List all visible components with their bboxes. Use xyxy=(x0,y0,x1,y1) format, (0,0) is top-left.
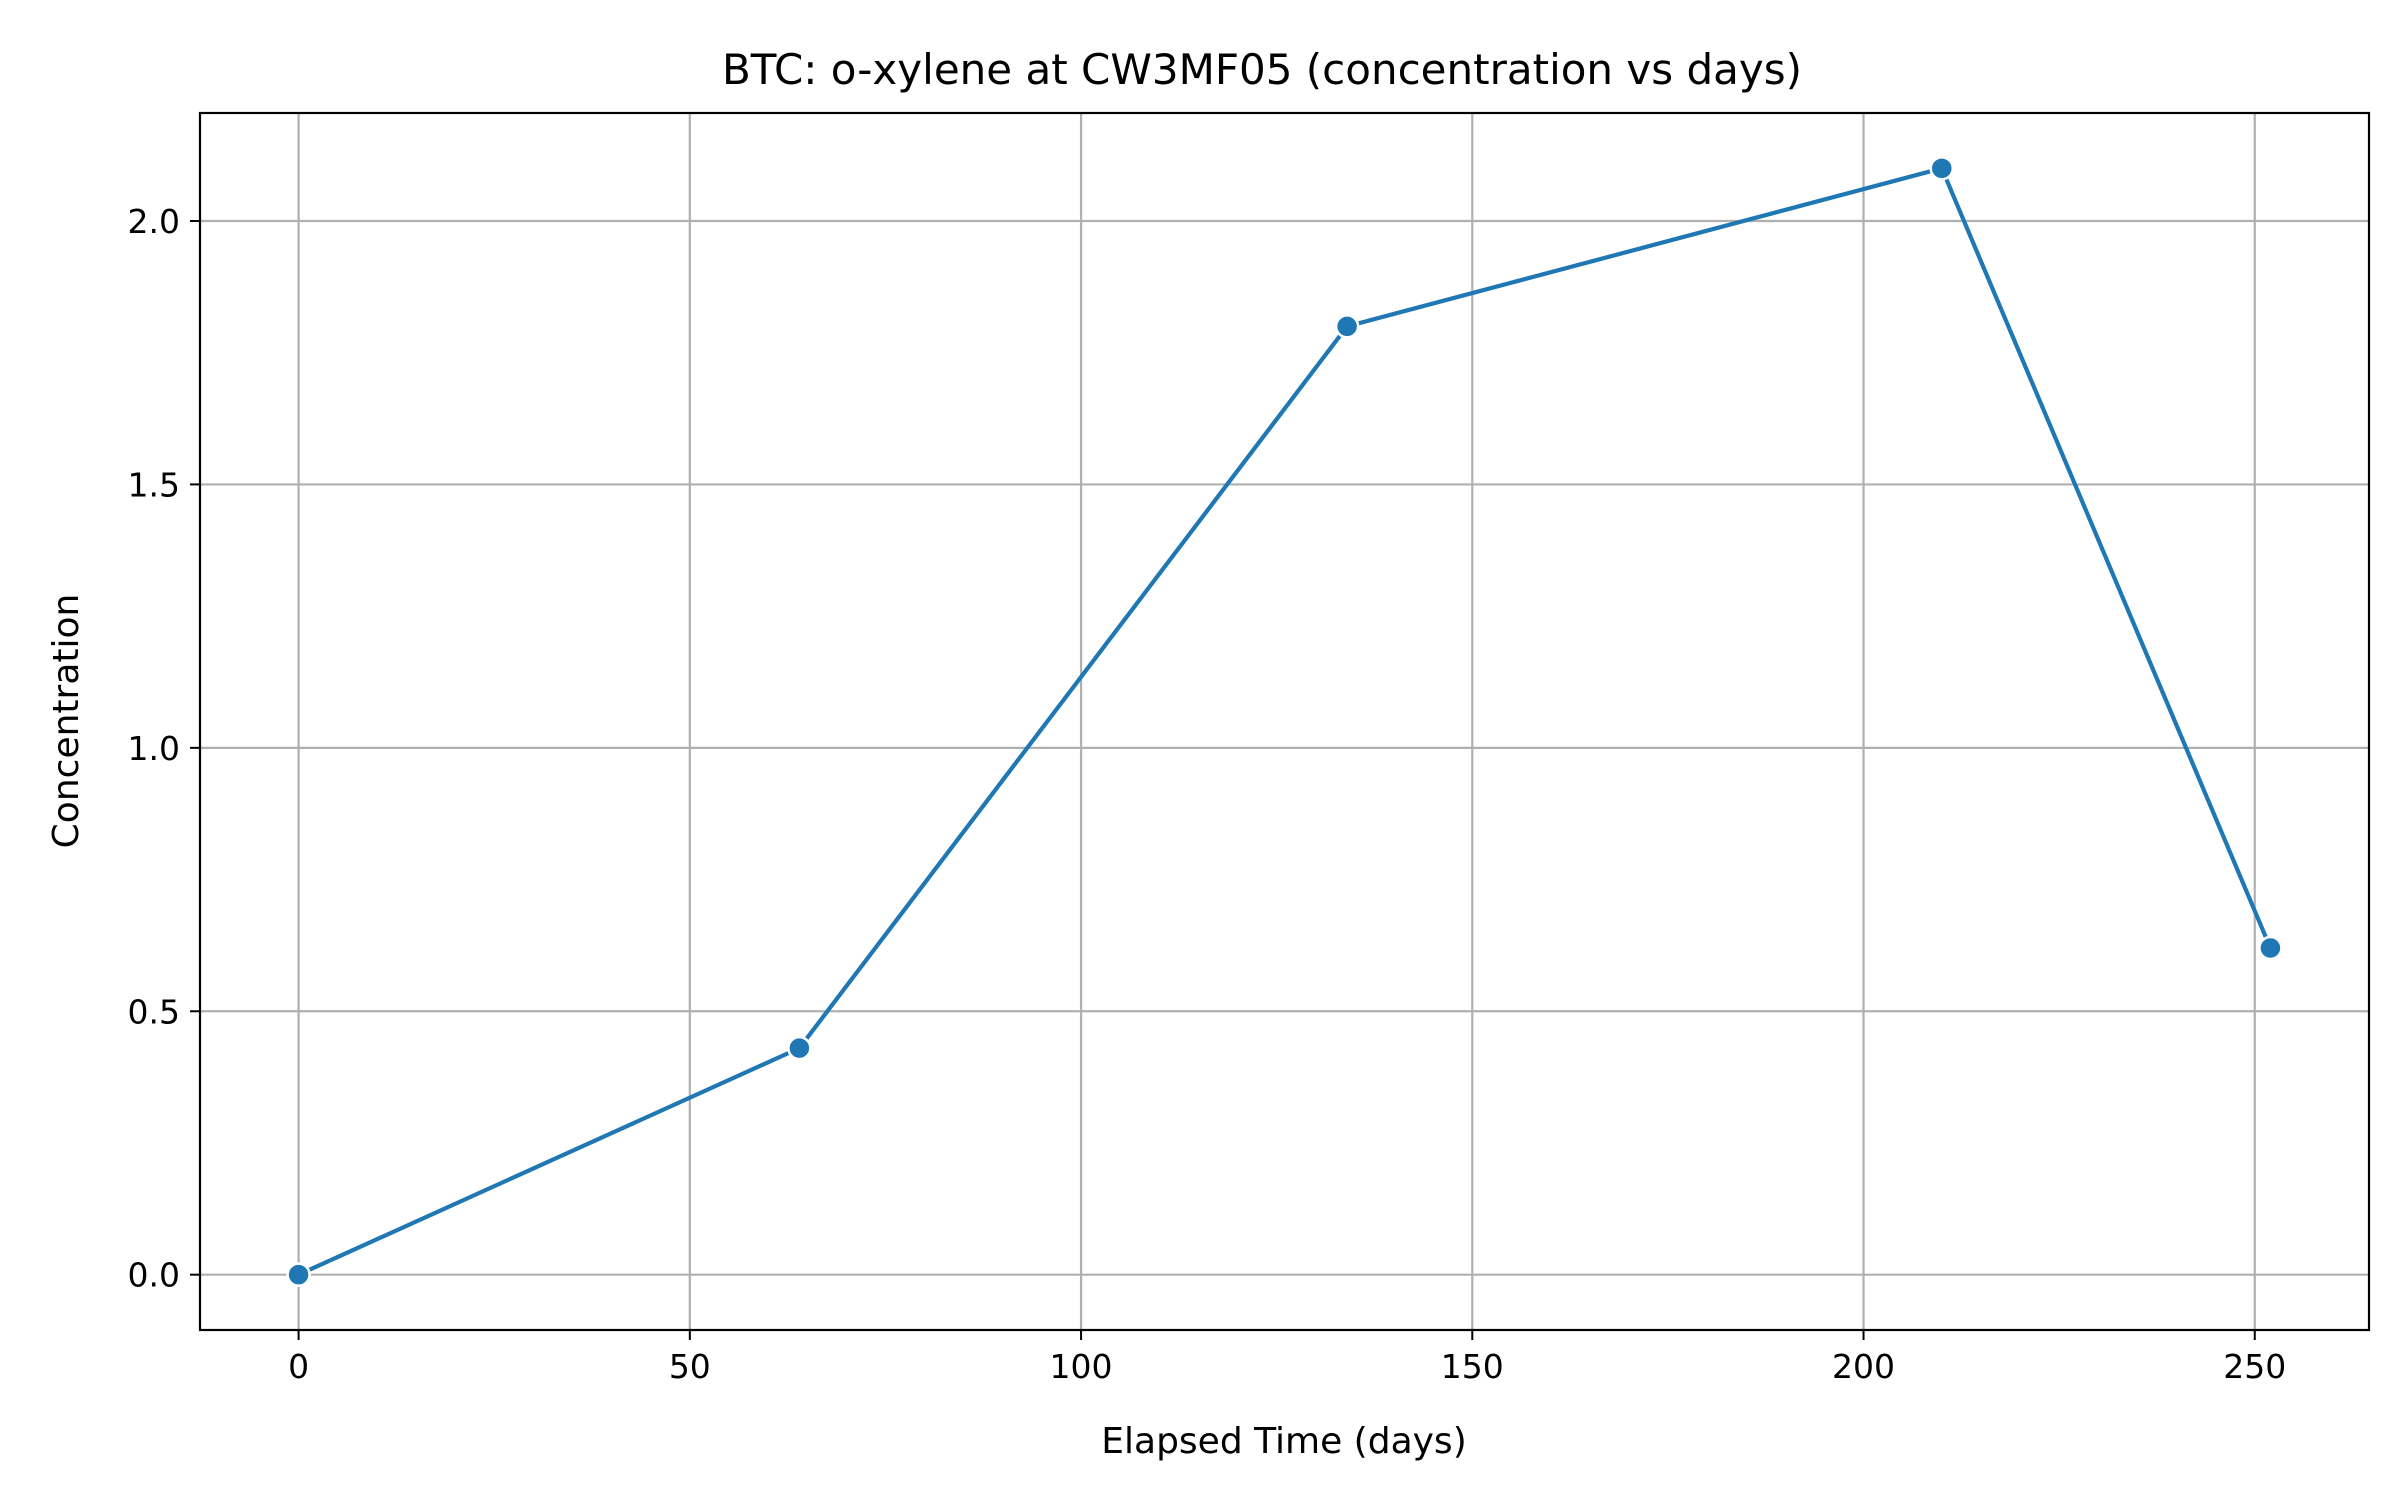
chart-title: BTC: o-xylene at CW3MF05 (concentration … xyxy=(722,45,1802,94)
y-tick-label: 1.0 xyxy=(128,729,180,768)
x-tick-label: 50 xyxy=(669,1347,711,1386)
y-tick-label: 2.0 xyxy=(128,202,180,241)
data-point xyxy=(787,1035,812,1061)
y-axis-label: Concentration xyxy=(46,594,87,849)
y-tick-label: 0.5 xyxy=(128,992,180,1031)
data-point xyxy=(1334,314,1360,339)
y-tick-label: 1.5 xyxy=(128,465,180,504)
data-series xyxy=(286,156,2283,1287)
x-tick-label: 150 xyxy=(1441,1347,1504,1386)
x-tick-label: 200 xyxy=(1832,1347,1895,1386)
y-tick-label: 0.0 xyxy=(128,1256,180,1295)
x-tick-label: 0 xyxy=(288,1347,309,1386)
data-point xyxy=(286,1262,311,1287)
plot-frame xyxy=(198,111,2371,1332)
data-point xyxy=(2258,935,2283,961)
axis-ticks: 0 50 100 150 200 250 0.0 0.5 1.0 1.5 2.0 xyxy=(128,202,2287,1386)
data-point xyxy=(1929,156,1955,181)
grid-lines xyxy=(200,113,2369,1330)
x-axis-label: Elapsed Time (days) xyxy=(1101,1421,1466,1462)
x-tick-label: 250 xyxy=(2223,1347,2286,1386)
x-tick-label: 100 xyxy=(1050,1347,1113,1386)
